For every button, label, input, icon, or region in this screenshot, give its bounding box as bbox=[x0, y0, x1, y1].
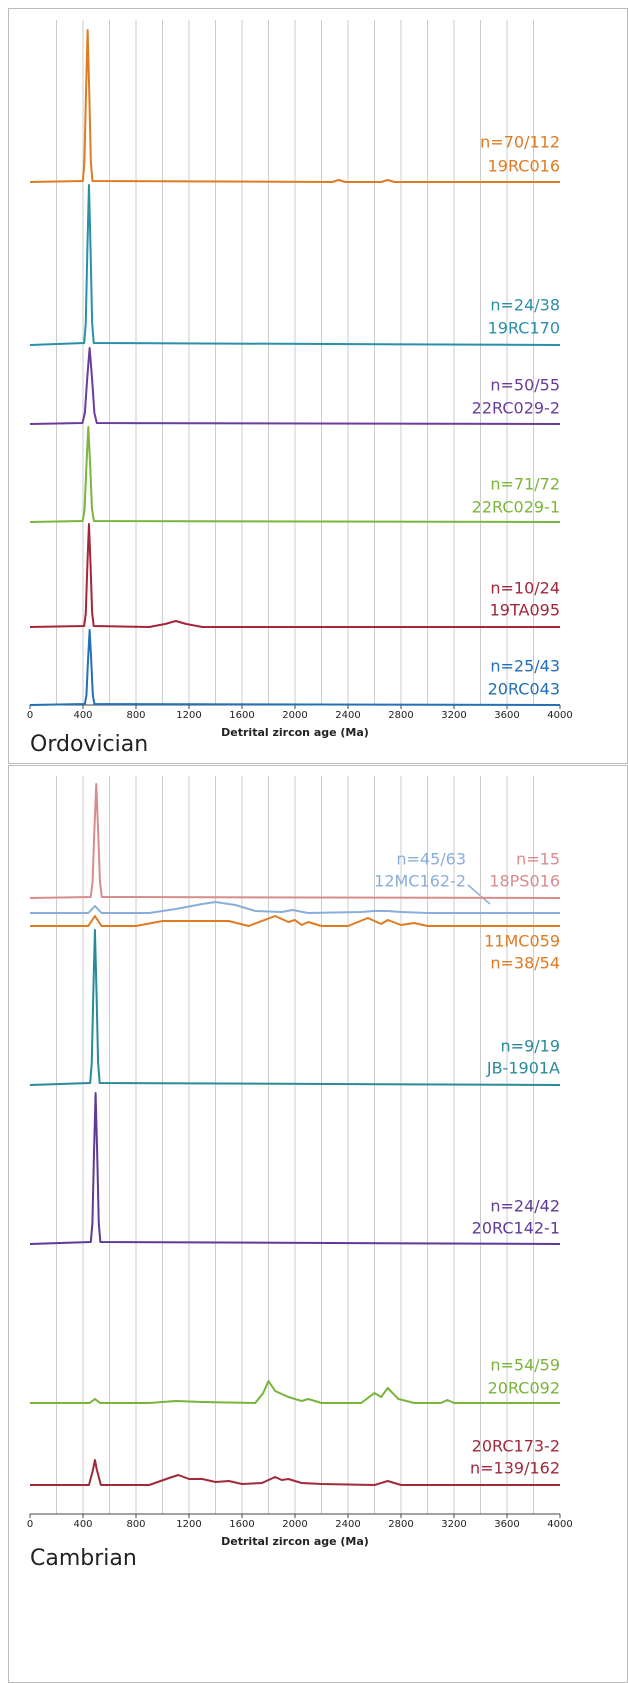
sample-name: 19TA095 bbox=[490, 601, 560, 620]
sample-count: n=10/24 bbox=[490, 579, 560, 598]
x-tick-label: 4000 bbox=[547, 1519, 572, 1530]
x-tick-label: 3600 bbox=[494, 1519, 519, 1530]
x-tick-label: 800 bbox=[126, 710, 145, 721]
sample-count: n=15 bbox=[516, 850, 560, 869]
x-tick-label: 0 bbox=[27, 710, 33, 721]
sample-count: n=24/38 bbox=[490, 296, 560, 315]
density-curve bbox=[30, 901, 560, 914]
density-curve bbox=[29, 29, 560, 183]
sample-name: 19RC016 bbox=[488, 157, 560, 176]
x-tick-label: 4000 bbox=[547, 710, 572, 721]
density-curve bbox=[30, 915, 560, 927]
x-axis-label: Detrital zircon age (Ma) bbox=[221, 1535, 369, 1548]
x-tick-label: 400 bbox=[73, 710, 92, 721]
x-tick-label: 0 bbox=[27, 1519, 33, 1530]
density-curve bbox=[29, 523, 560, 628]
density-curve bbox=[29, 426, 561, 523]
sample-name: 11MC059 bbox=[484, 932, 560, 951]
panel-title: Ordovician bbox=[30, 732, 148, 757]
sample-count: n=54/59 bbox=[490, 1356, 560, 1375]
x-tick-label: 2000 bbox=[282, 1519, 307, 1530]
x-tick-label: 3600 bbox=[494, 710, 519, 721]
x-tick-label: 2000 bbox=[282, 710, 307, 721]
sample-count: n=38/54 bbox=[490, 954, 560, 973]
sample-name: 19RC170 bbox=[488, 319, 560, 338]
density-curve bbox=[30, 1459, 560, 1486]
sample-count: n=25/43 bbox=[490, 657, 560, 676]
sample-name: 22RC029-2 bbox=[472, 399, 560, 418]
x-tick-label: 1600 bbox=[229, 710, 254, 721]
x-tick-label: 800 bbox=[126, 1519, 145, 1530]
leader-line bbox=[467, 884, 491, 905]
sample-count: n=9/19 bbox=[501, 1037, 560, 1056]
density-curve bbox=[29, 1092, 561, 1245]
density-curve bbox=[29, 184, 561, 346]
sample-name: 12MC162-2 bbox=[374, 872, 466, 891]
density-curve bbox=[29, 929, 561, 1086]
sample-name: 22RC029-1 bbox=[472, 498, 560, 517]
x-axis-label: Detrital zircon age (Ma) bbox=[221, 726, 369, 739]
x-tick-label: 3200 bbox=[441, 1519, 466, 1530]
x-tick-label: 2400 bbox=[335, 710, 360, 721]
sample-count: n=24/42 bbox=[490, 1197, 560, 1216]
density-curve bbox=[29, 783, 561, 899]
sample-count: n=70/112 bbox=[480, 133, 560, 152]
sample-count: n=139/162 bbox=[470, 1459, 560, 1478]
sample-count: n=45/63 bbox=[396, 850, 466, 869]
sample-name: 20RC092 bbox=[488, 1379, 560, 1398]
x-tick-label: 2800 bbox=[388, 710, 413, 721]
x-tick-label: 1200 bbox=[176, 710, 201, 721]
x-tick-label: 2800 bbox=[388, 1519, 413, 1530]
density-curve bbox=[30, 1380, 560, 1404]
sample-name: 20RC043 bbox=[488, 680, 560, 699]
sample-name: 18PS016 bbox=[489, 872, 560, 891]
x-tick-label: 3200 bbox=[441, 710, 466, 721]
sample-count: n=71/72 bbox=[490, 475, 560, 494]
x-tick-label: 1600 bbox=[229, 1519, 254, 1530]
panel-title: Cambrian bbox=[30, 1546, 137, 1571]
x-tick-label: 1200 bbox=[176, 1519, 201, 1530]
x-tick-label: 2400 bbox=[335, 1519, 360, 1530]
density-curve bbox=[29, 629, 561, 706]
sample-name: 20RC173-2 bbox=[472, 1437, 560, 1456]
sample-name: JB-1901A bbox=[486, 1059, 560, 1078]
x-tick-label: 400 bbox=[73, 1519, 92, 1530]
sample-count: n=50/55 bbox=[490, 376, 560, 395]
sample-name: 20RC142-1 bbox=[472, 1219, 560, 1238]
density-curve bbox=[29, 347, 561, 425]
